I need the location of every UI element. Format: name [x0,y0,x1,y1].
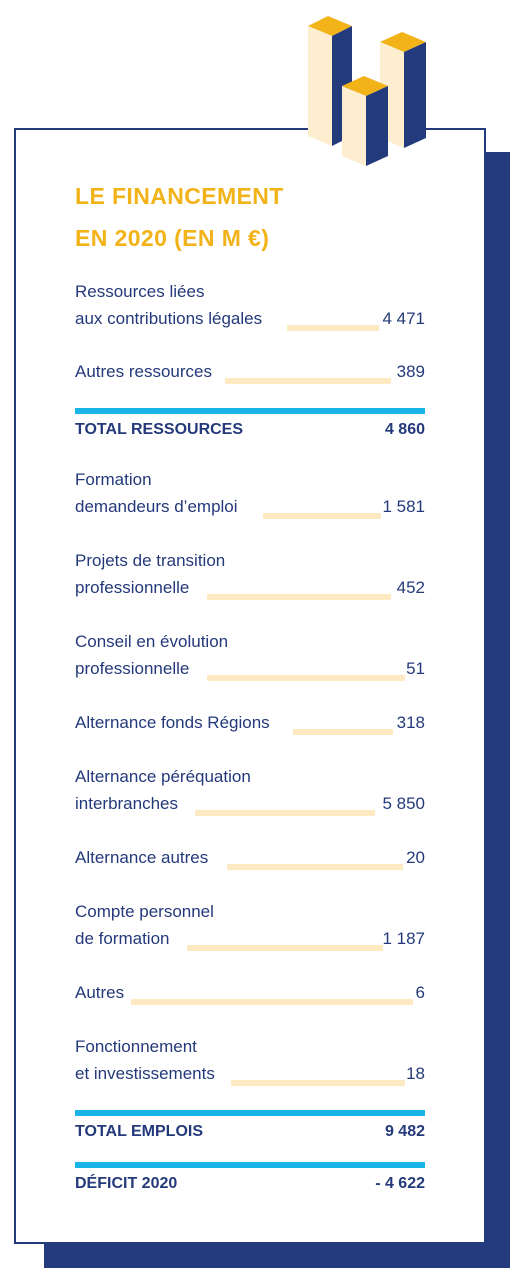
row-value: 318 [396,713,425,732]
total-ressources: TOTAL RESSOURCES 4 860 [75,408,425,442]
leader-bar [195,810,375,816]
row-label-line: professionnelle [75,659,190,678]
row-value: 4 471 [382,309,425,328]
financing-card [14,128,486,1244]
leader-bar [287,325,379,331]
row-label-line: interbranches [75,794,179,813]
total-rule [75,1110,425,1116]
row-value: 1 581 [382,497,425,516]
row-label-line: Alternance péréquation [75,767,251,786]
total-label: TOTAL EMPLOIS [75,1123,204,1140]
row-value: 20 [406,848,425,867]
row-value: 1 187 [382,929,425,948]
row-label-line: Compte personnel [75,902,214,921]
deficit-label: DÉFICIT 2020 [75,1175,178,1192]
total-rule [75,408,425,414]
row-autres: Autres 6 [75,979,425,1006]
row-autres-ressources: Autres ressources 389 [75,358,425,385]
row-conseil-evolution: Conseil en évolution professionnelle 51 [75,628,425,682]
leader-bar [187,945,383,951]
total-value: 9 482 [384,1123,425,1140]
row-label-line: demandeurs d’emploi [75,497,238,516]
row-projets-transition: Projets de transition professionnelle 45… [75,547,425,601]
row-formation-demandeurs: Formation demandeurs d’emploi 1 581 [75,466,425,520]
row-label-line: Formation [75,470,152,489]
row-alternance-regions: Alternance fonds Régions 318 [75,709,425,736]
leader-bar [225,378,391,384]
row-value: 389 [396,362,425,381]
leader-bar [207,675,405,681]
leader-bar [227,864,403,870]
row-label-line: aux contributions légales [75,309,263,328]
row-label-line: Alternance fonds Régions [75,713,270,732]
row-label-line: Conseil en évolution [75,632,229,651]
row-label-line: Alternance autres [75,848,209,867]
leader-bar [207,594,391,600]
row-fonctionnement: Fonctionnement et investissements 18 [75,1033,425,1087]
row-label-line: de formation [75,929,170,948]
row-label-line: professionnelle [75,578,190,597]
row-label-line: Projets de transition [75,551,226,570]
row-label-line: Autres [75,983,125,1002]
deficit-2020: DÉFICIT 2020 - 4 622 [75,1162,425,1196]
total-label: TOTAL RESSOURCES [75,421,244,438]
row-value: 6 [415,983,425,1002]
total-emplois: TOTAL EMPLOIS 9 482 [75,1110,425,1144]
deficit-value: - 4 622 [375,1175,425,1192]
row-label-line: Fonctionnement [75,1037,197,1056]
total-value: 4 860 [384,421,425,438]
row-compte-personnel: Compte personnel de formation 1 187 [75,898,425,952]
row-value: 18 [406,1064,425,1083]
leader-bar [131,999,413,1005]
bar-chart-illustration [308,16,426,166]
row-value: 51 [406,659,425,678]
leader-bar [293,729,393,735]
row-value: 452 [396,578,425,597]
page-title: LE FINANCEMENT EN 2020 (EN M €) [75,175,435,259]
leader-bar [263,513,381,519]
row-alternance-autres: Alternance autres 20 [75,844,425,871]
row-label-line: Ressources liées [75,282,205,301]
title-line-2: EN 2020 (EN M €) [75,225,270,251]
total-rule [75,1162,425,1168]
row-value: 5 850 [382,794,425,813]
row-ressources-legales: Ressources liées aux contributions légal… [75,278,425,332]
row-label-line: et investissements [75,1064,215,1083]
leader-bar [231,1080,405,1086]
title-line-1: LE FINANCEMENT [75,183,284,209]
row-alternance-perequation: Alternance péréquation interbranches 5 8… [75,763,425,817]
row-label-line: Autres ressources [75,362,212,381]
